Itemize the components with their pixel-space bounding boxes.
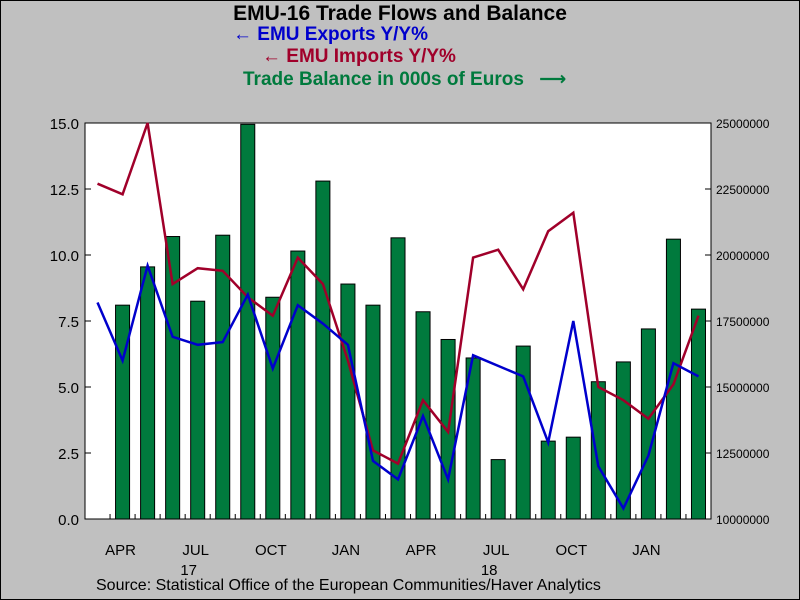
balance-bar xyxy=(665,238,681,520)
left-tick-label: 2.5 xyxy=(58,446,79,463)
balance-bar xyxy=(190,300,206,520)
right-tick-label: 12500000 xyxy=(716,447,770,461)
left-tick-label: 10.0 xyxy=(50,248,79,265)
lines-group xyxy=(96,122,700,512)
left-tick-label: 7.5 xyxy=(58,314,79,331)
balance-bar xyxy=(490,459,506,520)
x-tick-label: JAN xyxy=(632,542,660,559)
right-tick-label: 10000000 xyxy=(716,513,770,527)
left-arrow-icon: ← xyxy=(262,46,281,67)
right-arrow-icon: ⟶ xyxy=(539,69,567,90)
balance-bar xyxy=(365,304,381,520)
balance-bar xyxy=(265,296,281,520)
left-tick-label: 5.0 xyxy=(58,380,79,397)
balance-bar xyxy=(615,361,631,520)
imports-line xyxy=(97,122,700,466)
right-tick-label: 22500000 xyxy=(716,183,770,197)
balance-bar xyxy=(565,436,581,520)
x-tick-label: OCT xyxy=(255,542,287,559)
year-label: 17 xyxy=(180,562,197,579)
right-tick-label: 25000000 xyxy=(716,117,770,131)
balance-bar xyxy=(240,123,256,520)
right-tick-label: 20000000 xyxy=(716,249,770,263)
balance-bar xyxy=(115,304,131,520)
balance-bar xyxy=(690,308,706,520)
x-tick-label: JAN xyxy=(332,542,360,559)
left-arrow-icon: ← xyxy=(233,24,252,45)
x-tick-label: JUL xyxy=(483,542,510,559)
legend-exports: ← EMU Exports Y/Y% xyxy=(233,24,428,46)
legend-imports: ← EMU Imports Y/Y% xyxy=(262,46,456,68)
left-tick-label: 15.0 xyxy=(50,116,79,133)
exports-line xyxy=(96,261,700,512)
left-tick-label: 12.5 xyxy=(50,182,79,199)
right-tick-label: 15000000 xyxy=(716,381,770,395)
balance-bar xyxy=(540,440,556,520)
balance-bar xyxy=(640,328,656,520)
balance-bar xyxy=(165,236,181,520)
x-tick-label: JUL xyxy=(182,542,209,559)
balance-bar xyxy=(590,381,606,520)
balance-bar xyxy=(290,250,306,520)
source-note: Source: Statistical Office of the Europe… xyxy=(96,577,601,594)
year-label: 18 xyxy=(481,562,498,579)
balance-bar xyxy=(215,234,231,520)
balance-bar xyxy=(390,237,406,520)
x-tick-label: APR xyxy=(406,542,437,559)
left-tick-label: 0.0 xyxy=(58,512,79,529)
chart-title: EMU-16 Trade Flows and Balance xyxy=(233,2,567,25)
balance-bar xyxy=(340,283,356,520)
x-tick-label: APR xyxy=(105,542,136,559)
legend-balance-label: Trade Balance in 000s of Euros xyxy=(243,69,524,90)
legend-imports-label: EMU Imports Y/Y% xyxy=(286,46,456,67)
balance-bar xyxy=(140,266,156,520)
x-tick-label: OCT xyxy=(555,542,587,559)
balance-bar xyxy=(315,180,331,520)
right-tick-label: 17500000 xyxy=(716,315,770,329)
legend-balance: Trade Balance in 000s of Euros ⟶ xyxy=(243,68,566,91)
legend-exports-label: EMU Exports Y/Y% xyxy=(257,24,428,45)
axes-group: 0.0 2.5 5.0 7.5 10.0 12.5 15.0 10000000 12500000… xyxy=(50,116,770,579)
balance-bar xyxy=(515,345,531,520)
